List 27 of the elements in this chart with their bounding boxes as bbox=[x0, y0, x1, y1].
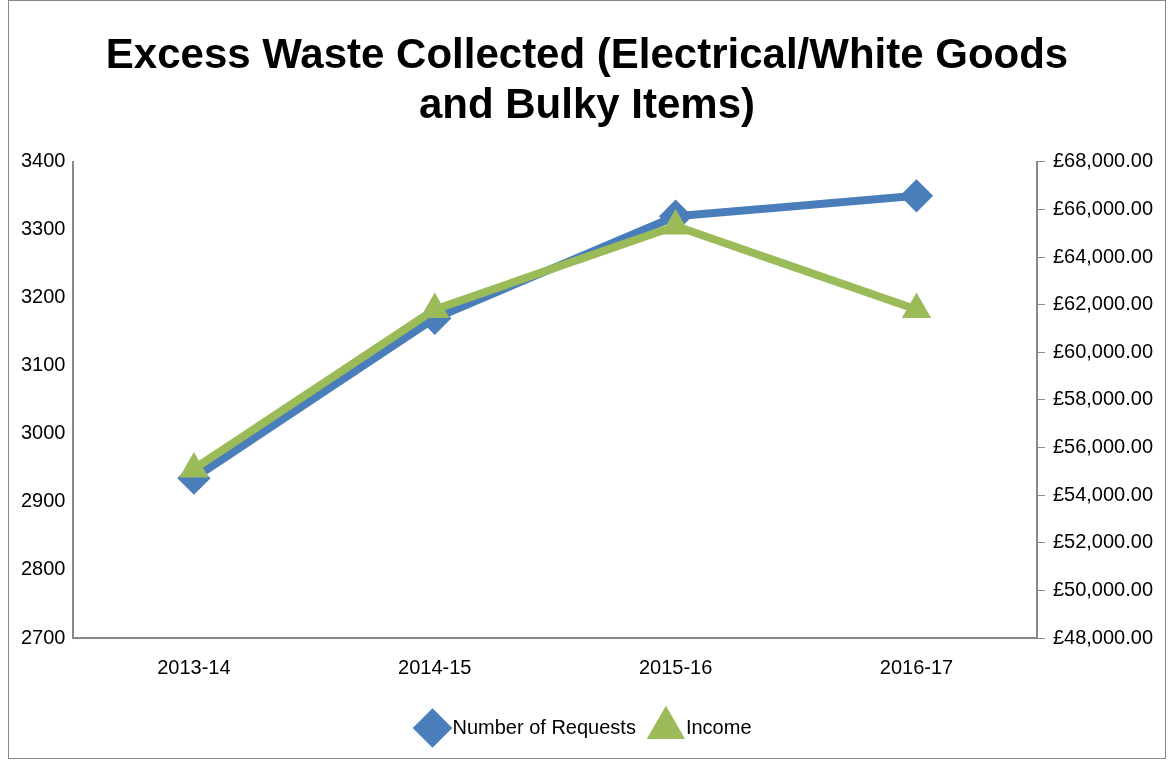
y-tick-label: 3400 bbox=[20, 149, 66, 172]
legend-label: Income bbox=[685, 715, 752, 738]
x-tick-label: 2013-14 bbox=[157, 655, 231, 678]
y-tick-label: 2900 bbox=[20, 489, 66, 512]
y2-tick-label: £56,000.00 bbox=[1052, 435, 1154, 458]
y2-tick-label: £58,000.00 bbox=[1052, 387, 1154, 410]
y2-tick-label: £62,000.00 bbox=[1052, 292, 1154, 315]
y-tick-label: 3200 bbox=[20, 285, 66, 308]
y-tick-label: 3300 bbox=[20, 217, 66, 240]
x-tick-label: 2015-16 bbox=[638, 655, 713, 678]
point bbox=[901, 180, 932, 211]
y2-tick-label: £60,000.00 bbox=[1052, 339, 1154, 362]
y-tick-label: 2700 bbox=[20, 625, 66, 648]
x-tick-label: 2016-17 bbox=[879, 655, 954, 678]
y2-tick-label: £50,000.00 bbox=[1052, 577, 1154, 600]
y2-tick-label: £66,000.00 bbox=[1052, 196, 1154, 219]
y-tick-label: 3000 bbox=[20, 421, 66, 444]
y2-tick-label: £48,000.00 bbox=[1052, 625, 1154, 648]
y-tick-label: 3100 bbox=[20, 353, 66, 376]
y2-tick-label: £64,000.00 bbox=[1052, 244, 1154, 267]
y2-tick-label: £52,000.00 bbox=[1052, 530, 1154, 553]
y2-tick-label: £68,000.00 bbox=[1052, 149, 1154, 172]
x-tick-label: 2014-15 bbox=[398, 655, 472, 678]
chart-title: Excess Waste Collected (Electrical/White Goods and Bulky Items) bbox=[105, 29, 1069, 128]
legend-label: Number of Requests bbox=[452, 715, 636, 738]
y-tick-label: 2800 bbox=[20, 557, 66, 580]
y2-tick-label: £54,000.00 bbox=[1052, 482, 1154, 505]
